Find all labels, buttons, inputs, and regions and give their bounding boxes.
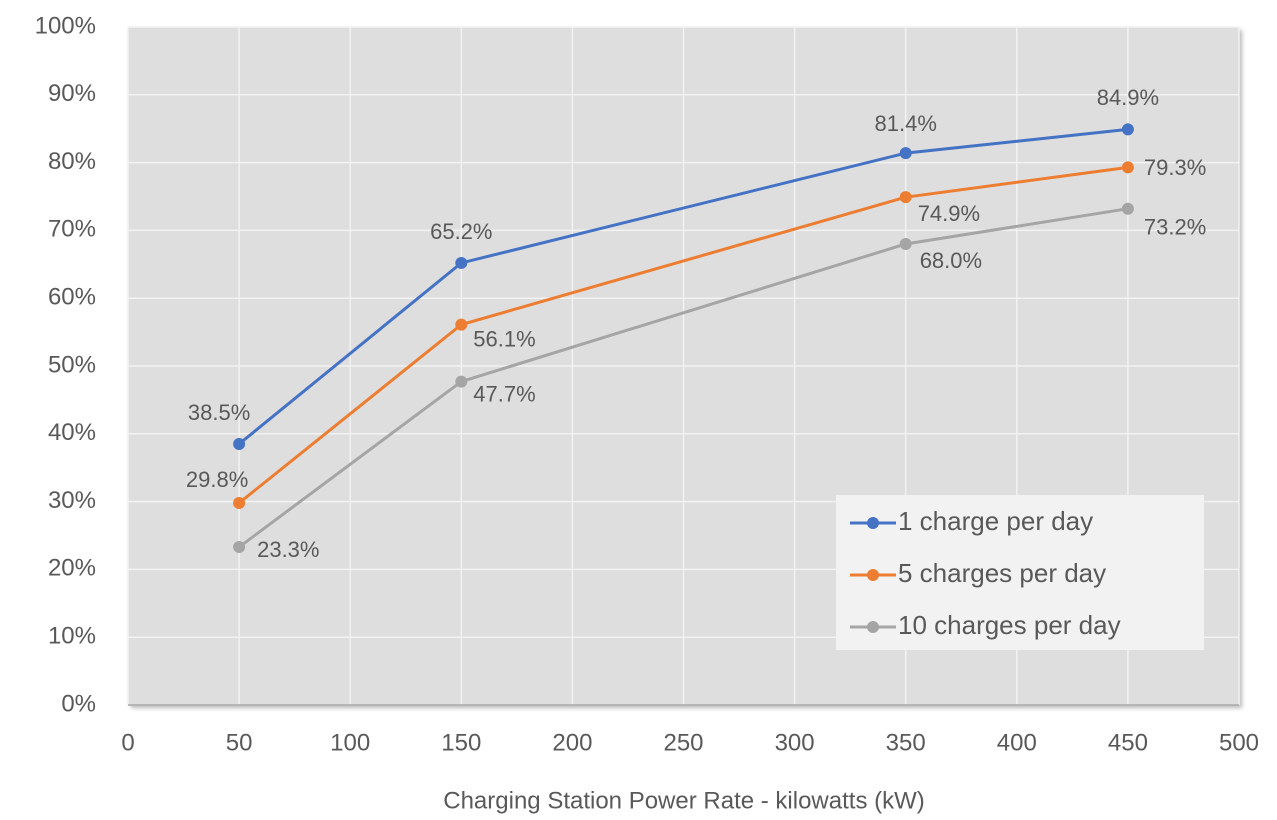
data-point bbox=[899, 237, 912, 250]
series-line bbox=[238, 165, 1129, 505]
data-point bbox=[455, 256, 468, 269]
data-point bbox=[233, 437, 246, 450]
legend-marker bbox=[867, 621, 879, 633]
x-tick-label: 250 bbox=[663, 729, 703, 756]
x-tick-label: 200 bbox=[552, 729, 592, 756]
data-point bbox=[1121, 161, 1134, 174]
data-point bbox=[233, 496, 246, 509]
y-tick-label: 80% bbox=[48, 148, 96, 175]
legend: 1 charge per day 5 charges per day 10 char… bbox=[836, 495, 1204, 650]
x-tick-label: 100 bbox=[330, 729, 370, 756]
y-tick-label: 50% bbox=[48, 351, 96, 378]
legend-label: 5 charges per day bbox=[898, 558, 1106, 588]
data-label: 81.4% bbox=[875, 111, 937, 136]
data-point bbox=[455, 375, 468, 388]
y-tick-label: 0% bbox=[61, 690, 96, 717]
x-tick-label: 300 bbox=[775, 729, 815, 756]
x-tick-label: 350 bbox=[886, 729, 926, 756]
x-tick-label: 50 bbox=[226, 729, 253, 756]
data-point bbox=[455, 318, 468, 331]
data-point bbox=[233, 541, 246, 554]
data-label: 68.0% bbox=[920, 248, 982, 273]
x-tick-label: 400 bbox=[997, 729, 1037, 756]
data-point bbox=[899, 147, 912, 160]
y-tick-label: 30% bbox=[48, 487, 96, 514]
legend-marker bbox=[867, 569, 879, 581]
y-tick-label: 40% bbox=[48, 419, 96, 446]
series-line bbox=[238, 127, 1129, 446]
legend-label: 10 charges per day bbox=[898, 610, 1121, 640]
x-tick-label: 0 bbox=[121, 729, 134, 756]
data-label: 84.9% bbox=[1097, 85, 1159, 110]
data-point bbox=[1121, 202, 1134, 215]
x-tick-label: 150 bbox=[441, 729, 481, 756]
y-tick-label: 100% bbox=[35, 12, 96, 39]
data-label: 23.3% bbox=[257, 537, 319, 562]
data-point bbox=[899, 191, 912, 204]
data-label: 65.2% bbox=[430, 219, 492, 244]
legend-box bbox=[836, 495, 1204, 650]
data-label: 38.5% bbox=[188, 400, 250, 425]
x-tick-label: 500 bbox=[1219, 729, 1259, 756]
legend-label: 1 charge per day bbox=[898, 506, 1093, 536]
data-label: 29.8% bbox=[186, 467, 248, 492]
y-tick-label: 20% bbox=[48, 555, 96, 582]
series-line bbox=[238, 207, 1129, 549]
data-label: 79.3% bbox=[1144, 155, 1206, 180]
data-point bbox=[1121, 123, 1134, 136]
y-tick-label: 90% bbox=[48, 80, 96, 107]
y-tick-label: 70% bbox=[48, 216, 96, 243]
legend-marker bbox=[867, 517, 879, 529]
data-label: 56.1% bbox=[473, 326, 535, 351]
data-label: 47.7% bbox=[473, 381, 535, 406]
y-tick-label: 60% bbox=[48, 284, 96, 311]
y-tick-label: 10% bbox=[48, 623, 96, 650]
data-label: 73.2% bbox=[1144, 215, 1206, 240]
data-label: 74.9% bbox=[918, 201, 980, 226]
x-axis-label: Charging Station Power Rate - kilowatts … bbox=[443, 787, 925, 814]
x-tick-label: 450 bbox=[1108, 729, 1148, 756]
